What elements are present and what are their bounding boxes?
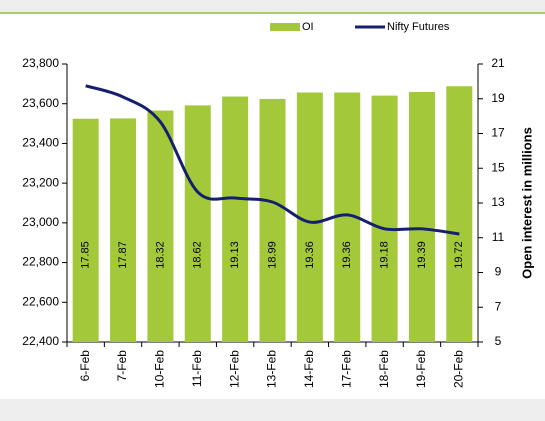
y-tick-label: 23,600 <box>22 96 59 110</box>
bar-value-label: 19.18 <box>378 241 390 269</box>
bar-value-label: 17.87 <box>117 241 129 269</box>
y-tick-label: 22,400 <box>22 334 59 348</box>
y2-tick-label: 21 <box>491 56 505 70</box>
legend-label: Nifty Futures <box>387 21 450 33</box>
y-tick-label: 23,000 <box>22 215 59 229</box>
x-tick-label: 13-Feb <box>265 350 279 388</box>
y2-tick-label: 7 <box>495 299 502 313</box>
x-tick-label: 11-Feb <box>190 350 204 387</box>
legend-label: OI <box>302 21 314 33</box>
x-tick-label: 12-Feb <box>227 350 241 388</box>
y2-axis-label: Open interest in millions <box>519 127 534 279</box>
bar <box>446 86 473 343</box>
bar <box>110 118 137 342</box>
bar <box>222 96 249 343</box>
line <box>85 84 460 236</box>
bar-value-label: 19.39 <box>416 241 428 269</box>
y2-tick-label: 15 <box>491 160 505 174</box>
y2-tick-label: 11 <box>492 230 505 244</box>
legend-swatch <box>270 23 300 31</box>
bar-value-label: 18.62 <box>192 241 204 269</box>
bar <box>72 118 99 342</box>
bar <box>184 105 211 342</box>
x-tick-label: 7-Feb <box>115 350 129 382</box>
y-tick-label: 23,800 <box>22 56 59 70</box>
bar <box>408 91 435 342</box>
y2-tick-label: 13 <box>491 195 505 209</box>
bar-value-label: 19.72 <box>453 241 465 269</box>
y2-tick-label: 5 <box>495 334 502 348</box>
x-tick-label: 17-Feb <box>339 350 353 388</box>
y2-tick-label: 9 <box>495 265 502 279</box>
bar <box>259 98 286 342</box>
x-tick-label: 19-Feb <box>414 350 428 388</box>
y-tick-label: 23,400 <box>22 136 59 150</box>
x-tick-label: 18-Feb <box>377 350 391 388</box>
x-tick-label: 6-Feb <box>78 350 92 382</box>
bar <box>371 95 398 342</box>
x-tick-label: 20-Feb <box>451 350 465 388</box>
bar-value-label: 17.85 <box>80 241 92 269</box>
y-tick-label: 22,600 <box>22 294 59 308</box>
bar-value-label: 19.36 <box>341 241 353 269</box>
y2-tick-label: 19 <box>491 91 505 105</box>
x-tick-label: 10-Feb <box>153 350 167 388</box>
bar-value-label: 18.32 <box>154 241 166 269</box>
y2-tick-label: 17 <box>491 126 505 140</box>
y-tick-label: 22,800 <box>22 255 59 269</box>
y-tick-label: 23,200 <box>22 175 59 189</box>
x-tick-label: 14-Feb <box>302 350 316 388</box>
bar-value-label: 19.13 <box>229 241 241 269</box>
bar <box>147 110 174 342</box>
bar-value-label: 19.36 <box>304 241 316 269</box>
bar-value-label: 18.99 <box>266 241 278 269</box>
